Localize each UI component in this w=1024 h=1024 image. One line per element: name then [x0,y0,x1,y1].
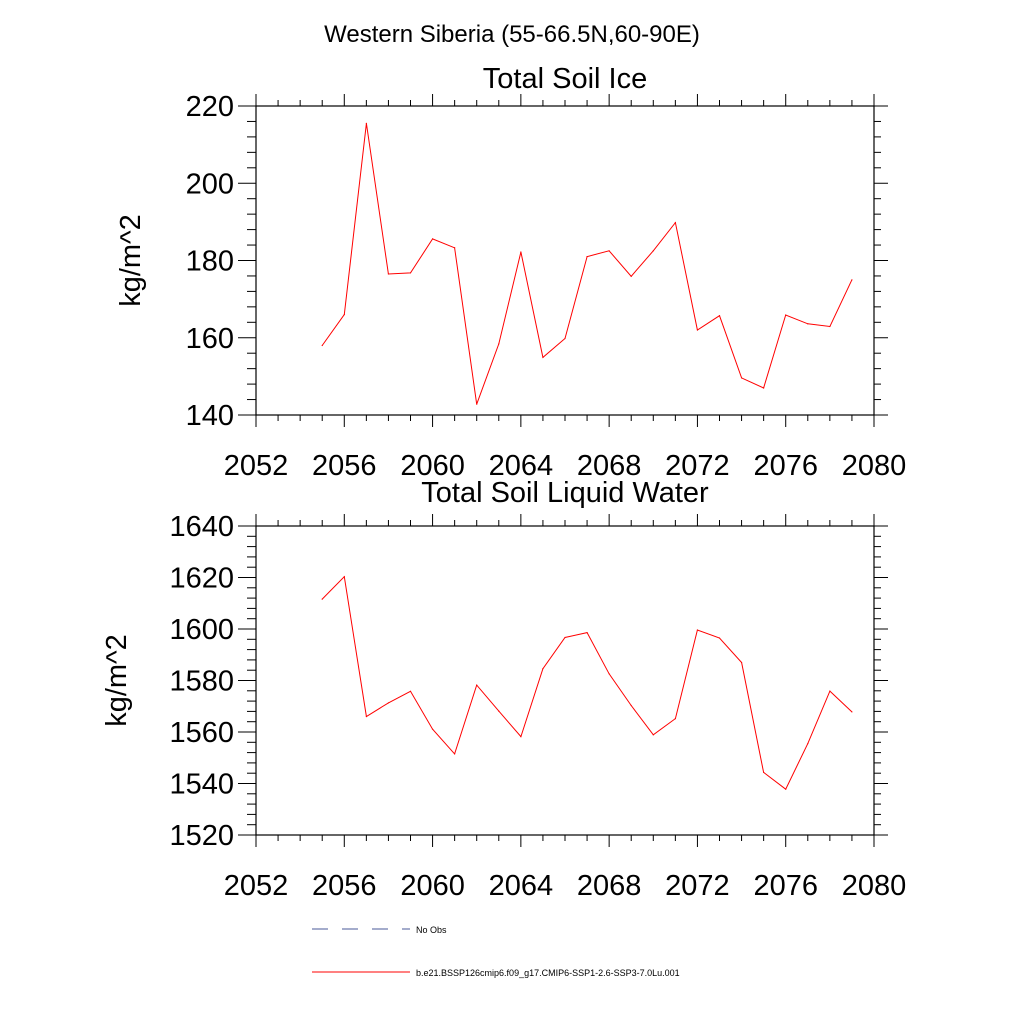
data-point [785,788,787,790]
y-tick-label: 140 [186,400,234,432]
data-point [454,753,456,755]
y-axis-label: kg/m^2 [101,634,133,727]
data-point [343,576,345,578]
data-point [498,343,500,345]
data-point [542,668,544,670]
data-point [387,273,390,275]
y-tick-label: 1520 [169,820,234,852]
data-point [652,734,654,736]
y-tick-label: 180 [186,246,234,278]
data-point [476,403,478,405]
data-point [785,314,787,316]
data-point [343,313,345,316]
y-tick-label: 160 [186,323,234,355]
data-point [321,344,323,347]
x-tick-label: 2068 [577,870,642,902]
data-point [431,238,434,240]
y-axis-label: kg/m^2 [115,214,147,307]
data-point [630,704,632,707]
data-point [321,598,323,600]
data-point [365,122,367,124]
y-tick-label: 1560 [169,717,234,749]
x-tick-label: 2056 [312,450,377,482]
data-point [652,250,654,252]
x-tick-label: 2064 [489,450,554,482]
x-tick-label: 2068 [577,450,642,482]
data-point [674,222,676,224]
chart-panel-1: Total Soil Ice kg/m^2 2052 2056 2060 2064 2068… [115,63,906,482]
data-point [807,742,809,745]
series-points [321,122,853,405]
data-point [476,684,478,686]
data-point [851,711,853,713]
legend-label-1: No Obs [416,925,447,935]
series-line-1 [321,575,853,790]
data-point [498,710,500,712]
data-point [608,250,610,252]
data-point [718,637,721,639]
x-tick-label: 2060 [400,450,465,482]
chart-title: Total Soil Ice [483,63,647,95]
data-point [520,251,522,253]
data-point [763,387,765,389]
data-point [763,771,765,774]
data-point [586,632,588,634]
data-point [542,356,544,359]
data-point [608,673,610,675]
x-tick-label: 2072 [665,450,730,482]
y-tick-label: 1620 [169,563,234,595]
data-point [674,718,676,720]
data-point [431,728,434,730]
series-points [321,576,853,790]
chart-title: Total Soil Liquid Water [421,477,709,509]
data-point [365,715,367,718]
y-tick-label: 220 [186,91,234,123]
x-tick-label: 2064 [489,870,554,902]
data-point [740,377,743,379]
tick-marks [238,514,888,847]
y-tick-label: 1640 [169,511,234,543]
data-point [696,629,699,631]
data-point [829,690,831,692]
series-line-1 [321,123,853,405]
data-point [851,279,853,281]
data-point [586,256,588,258]
data-point [409,690,412,692]
x-tick-label: 2076 [753,870,818,902]
x-tick-label: 2056 [312,870,377,902]
legend: No Obs b.e21.BSSP126cmip6.f09_g17.CMIP6-S… [312,925,680,978]
data-point [564,337,566,340]
y-tick-label: 1600 [169,614,234,646]
data-point [829,325,831,328]
x-tick-label: 2080 [842,870,907,902]
x-tick-label: 2052 [224,870,289,902]
data-point [807,323,809,325]
data-point [740,661,743,664]
x-tick-label: 2072 [665,870,730,902]
legend-label-2: b.e21.BSSP126cmip6.f09_g17.CMIP6-SSP1-2.… [416,968,680,978]
data-point [520,736,522,738]
data-point [718,315,721,317]
plot-frame [255,525,875,836]
data-point [630,275,632,277]
data-point [387,702,390,704]
data-point [564,636,566,639]
tick-marks [238,94,888,427]
x-tick-label: 2080 [842,450,907,482]
data-point [409,272,412,274]
x-tick-label: 2052 [224,450,289,482]
data-point [696,329,699,331]
data-point [454,247,456,249]
y-tick-label: 1540 [169,769,234,801]
x-tick-label: 2076 [753,450,818,482]
y-tick-label: 1580 [169,666,234,698]
plot-frame [255,105,875,416]
chart-panel-2: Total Soil Liquid Water kg/m^2 2052 2056 206… [101,477,906,902]
x-tick-label: 2060 [400,870,465,902]
page-title: Western Siberia (55-66.5N,60-90E) [324,21,700,48]
y-tick-label: 200 [186,168,234,200]
